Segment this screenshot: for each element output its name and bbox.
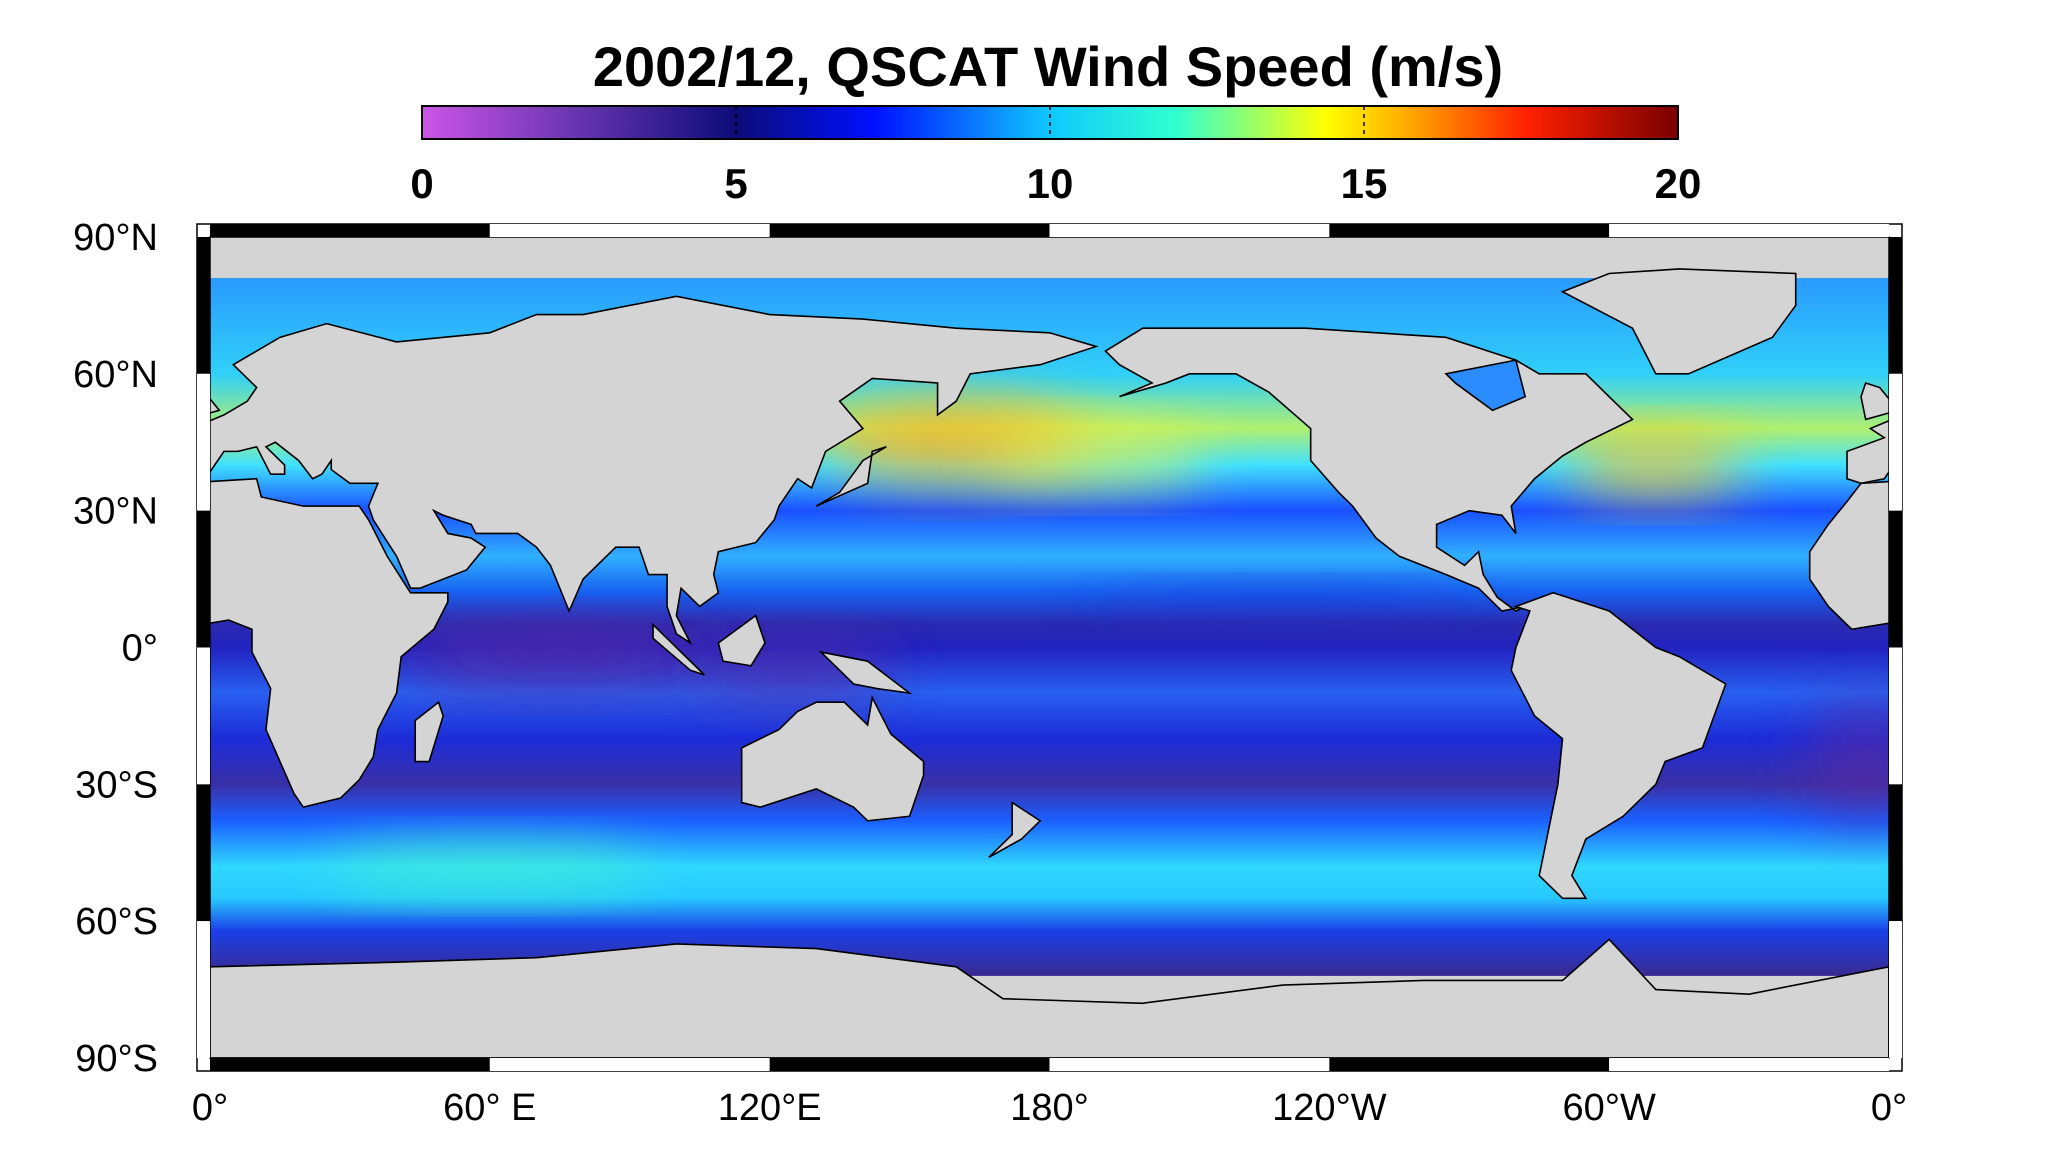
land bbox=[210, 397, 221, 414]
land bbox=[210, 295, 1099, 646]
land bbox=[1846, 419, 1889, 485]
wind-patch bbox=[986, 425, 1207, 486]
frame-segment bbox=[197, 784, 210, 922]
no-data bbox=[210, 237, 1889, 279]
wind-patch bbox=[1082, 586, 1483, 617]
y-tick-label: 30°S bbox=[75, 764, 158, 806]
frame-segment bbox=[1049, 1058, 1330, 1071]
land bbox=[988, 801, 1042, 859]
wind-patch bbox=[1565, 435, 1746, 496]
land bbox=[818, 650, 913, 695]
bay bbox=[1444, 359, 1527, 412]
y-tick-label: 30°N bbox=[73, 491, 158, 533]
frame-segment bbox=[1329, 224, 1610, 237]
frame-segment bbox=[1889, 510, 1902, 648]
colorbar-tick-label: 0 bbox=[410, 160, 433, 207]
colorbar: 0 5 10 15 20 bbox=[410, 105, 1702, 207]
colorbar-tick-label: 20 bbox=[1655, 160, 1702, 207]
frame-segment bbox=[1889, 921, 1902, 1058]
map-area bbox=[0, 237, 1889, 1058]
y-tick-label: 60°S bbox=[75, 901, 158, 943]
frame-segment bbox=[1609, 224, 1889, 237]
frame-segment bbox=[210, 1058, 490, 1071]
wind-patch bbox=[1805, 701, 1889, 822]
frame-segment bbox=[1329, 1058, 1610, 1071]
land bbox=[1808, 480, 1889, 631]
frame-segment bbox=[1049, 224, 1330, 237]
y-tick-label: 90°S bbox=[75, 1038, 158, 1080]
colorbar-tick-label: 15 bbox=[1341, 160, 1388, 207]
frame-segment bbox=[489, 1058, 770, 1071]
frame-segment bbox=[1889, 373, 1902, 511]
title: 2002/12, QSCAT Wind Speed (m/s) bbox=[593, 35, 1503, 98]
frame-segment bbox=[1889, 647, 1902, 785]
x-tick-label: 180° bbox=[1010, 1087, 1089, 1129]
frame-segment bbox=[197, 647, 210, 785]
land bbox=[1560, 268, 1797, 375]
land bbox=[652, 622, 705, 676]
colorbar-tick-label: 5 bbox=[724, 160, 747, 207]
land bbox=[210, 477, 449, 809]
x-tick-label: 60° E bbox=[443, 1087, 536, 1129]
frame-segment bbox=[1889, 237, 1902, 374]
map-frame: 0° 60° E 120°E 180° 120°W 60°W 0° 90°N 60°N 30°N 0… bbox=[73, 217, 1907, 1129]
frame-segment bbox=[197, 373, 210, 511]
land bbox=[717, 614, 766, 667]
wind-patch bbox=[329, 841, 650, 892]
land bbox=[740, 695, 925, 822]
x-tick-label: 0° bbox=[192, 1087, 228, 1129]
frame-segment bbox=[197, 921, 210, 1058]
frame-segment bbox=[769, 1058, 1050, 1071]
y-tick-label: 0° bbox=[122, 628, 158, 670]
land bbox=[1888, 965, 1889, 1058]
land bbox=[815, 446, 887, 507]
land bbox=[1860, 381, 1889, 421]
land bbox=[210, 938, 1889, 1058]
frame-segment bbox=[769, 224, 1050, 237]
x-tick-label: 120°E bbox=[718, 1087, 822, 1129]
frame-segment bbox=[197, 510, 210, 648]
frame-segment bbox=[210, 224, 490, 237]
land bbox=[0, 593, 47, 899]
wind-patch bbox=[399, 626, 720, 687]
frame-segment bbox=[1609, 1058, 1889, 1071]
frame-segment bbox=[197, 237, 210, 374]
land bbox=[1510, 591, 1727, 900]
frame-segment bbox=[1889, 784, 1902, 922]
y-tick-label: 90°N bbox=[73, 217, 158, 259]
x-tick-label: 0° bbox=[1871, 1087, 1907, 1129]
y-tick-label: 60°N bbox=[73, 354, 158, 396]
colorbar-tick-label: 10 bbox=[1027, 160, 1074, 207]
x-tick-label: 120°W bbox=[1272, 1087, 1387, 1129]
frame-segment bbox=[489, 224, 770, 237]
land bbox=[414, 700, 445, 763]
x-tick-label: 60°W bbox=[1562, 1087, 1655, 1129]
